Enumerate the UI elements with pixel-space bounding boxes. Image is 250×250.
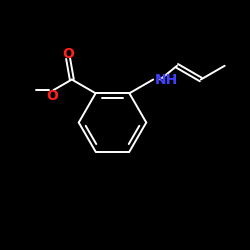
- Text: O: O: [46, 89, 58, 103]
- Text: NH: NH: [155, 72, 178, 86]
- Text: O: O: [62, 47, 74, 61]
